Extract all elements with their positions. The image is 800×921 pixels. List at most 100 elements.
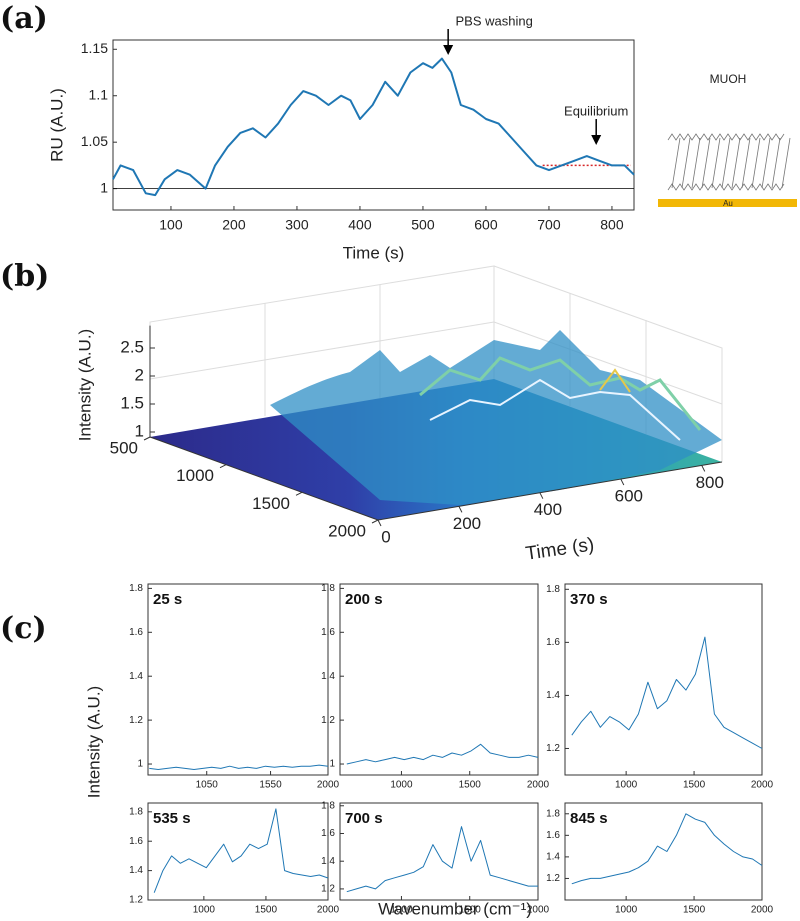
y-tick-label: 1.8 [129, 806, 143, 817]
x-tick-label: 2000 [317, 905, 340, 916]
w-tick [371, 519, 379, 524]
panel-title: 700 s [345, 810, 383, 827]
panel-title: 535 s [153, 810, 191, 827]
t-tick [620, 478, 625, 486]
x-tick-label: 2000 [527, 780, 550, 791]
y-tick-label: 1.2 [129, 895, 143, 906]
z-tick-label: 2.5 [120, 337, 144, 356]
z-tick-label: 2 [135, 365, 144, 384]
panel-label: (a) [0, 1, 48, 36]
plot-frame [112, 39, 635, 211]
plot-frame [147, 583, 329, 776]
y-tick-label: 1.05 [81, 133, 108, 149]
y-tick-label: 1.2 [546, 873, 560, 884]
y-tick-label: 1.6 [546, 637, 560, 648]
y-tick-label: 1 [329, 759, 335, 770]
t-tick [701, 465, 706, 472]
panel-label: (c) [0, 611, 47, 646]
x-tick-label: 1500 [683, 905, 706, 916]
w-tick-label: 2000 [328, 521, 366, 540]
data-line [571, 813, 763, 885]
x-axis-label: Wavenumber (cm⁻¹) [378, 899, 532, 918]
y-tick-label: 1.8 [546, 808, 560, 819]
w-tick [295, 491, 303, 496]
t-tick-label: 600 [615, 487, 643, 506]
t-tick [539, 492, 544, 499]
t-tick-label: 400 [534, 500, 562, 519]
y-tick-label: 1.15 [81, 40, 108, 56]
panel-title: 370 s [570, 591, 608, 608]
x-tick-label: 1500 [683, 780, 706, 791]
t-tick-label: 0 [381, 527, 390, 546]
y-tick-label: 1.6 [321, 828, 335, 839]
y-tick-label: 1.4 [321, 671, 335, 682]
data-line [149, 764, 329, 770]
x-tick-label: 500 [411, 217, 435, 233]
x-tick-label: 200 [222, 217, 246, 233]
y-tick-label: 1.8 [546, 584, 560, 595]
annotation: PBS washing [455, 13, 532, 28]
t-axis-label: Time (s) [524, 534, 595, 564]
y-axis-label: Intensity (A.U.) [84, 686, 103, 798]
plot-frame [339, 802, 539, 901]
schematic-title: MUOH [710, 72, 747, 86]
x-tick-label: 400 [348, 217, 372, 233]
x-tick-label: 1050 [196, 780, 219, 791]
x-tick-label: 2000 [751, 780, 774, 791]
panel-title: 200 s [345, 591, 383, 608]
y-tick-label: 1 [137, 759, 143, 770]
y-tick-label: 1 [100, 179, 108, 195]
y-tick-label: 1.2 [321, 715, 335, 726]
arrow-head [443, 45, 454, 55]
data-line [571, 636, 763, 749]
y-tick-label: 1.6 [129, 836, 143, 847]
x-tick-label: 1000 [193, 905, 216, 916]
x-tick-label: 1000 [390, 780, 413, 791]
y-tick-label: 1.4 [321, 856, 335, 867]
x-tick-label: 300 [285, 217, 309, 233]
t-axis [377, 461, 723, 521]
x-tick-label: 700 [537, 217, 561, 233]
w-axis [149, 436, 379, 521]
x-tick-label: 2000 [527, 905, 550, 916]
y-tick-label: 1.4 [129, 671, 143, 682]
y-tick-label: 1.8 [129, 583, 143, 594]
x-tick-label: 1550 [259, 780, 282, 791]
y-tick-label: 1.2 [321, 884, 335, 895]
plot-frame [564, 583, 763, 776]
x-tick-label: 100 [159, 217, 183, 233]
y-tick-label: 1.2 [546, 743, 560, 754]
x-tick-label: 600 [474, 217, 498, 233]
w-tick-label: 1000 [176, 466, 214, 485]
data-line [112, 57, 635, 197]
plot-frame [564, 802, 763, 901]
data-line [346, 826, 538, 893]
plot-frame [339, 583, 539, 776]
z-tick-label: 1.5 [120, 393, 144, 412]
y-tick-label: 1.4 [129, 865, 143, 876]
surface [150, 330, 722, 520]
w-tick [143, 436, 151, 441]
t-tick [458, 506, 463, 513]
y-tick-label: 1.6 [321, 627, 335, 638]
y-tick-label: 1.8 [321, 800, 335, 811]
w-tick-label: 1500 [252, 494, 290, 513]
z-tick-label: 1 [135, 421, 144, 440]
y-tick-label: 1.1 [89, 86, 109, 102]
panel-title: 25 s [153, 591, 182, 608]
x-tick-label: 1500 [255, 905, 278, 916]
panel-label: (b) [0, 259, 49, 294]
y-tick-label: 1.4 [546, 690, 560, 701]
x-tick-label: 1000 [615, 905, 638, 916]
t-tick [377, 519, 382, 527]
arrow-head [591, 135, 602, 145]
data-line [346, 743, 539, 765]
gold-substrate [658, 199, 797, 207]
x-tick-label: 2000 [751, 905, 774, 916]
y-tick-label: 1.2 [129, 715, 143, 726]
x-axis-label: Time (s) [343, 243, 405, 262]
y-axis-label: RU (A.U.) [47, 88, 66, 162]
t-tick-label: 200 [453, 514, 481, 533]
z-axis-label: Intensity (A.U.) [75, 329, 94, 441]
